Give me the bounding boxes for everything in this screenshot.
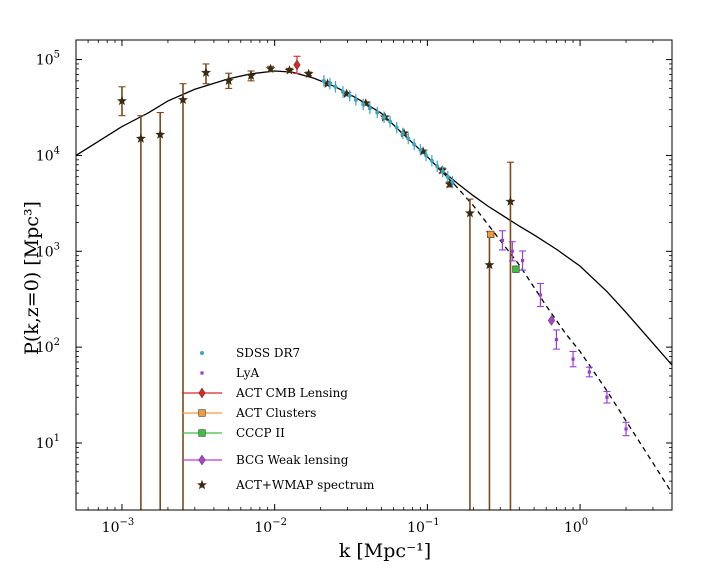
sdss-point: [382, 115, 387, 120]
x-axis-label: k [Mpc⁻¹]: [339, 540, 431, 562]
lya-point: [571, 357, 575, 361]
legend-entry-bcg: BCG Weak lensing: [182, 453, 349, 467]
legend-entry-act_clusters: ACT Clusters: [182, 406, 316, 420]
lya-point: [587, 370, 591, 374]
act_wmap-point: [246, 70, 256, 80]
sdss-point: [333, 84, 338, 89]
act_wmap-point: [117, 95, 127, 106]
act_wmap-point: [444, 179, 455, 189]
series-act_lensing: [293, 55, 301, 75]
lya-point: [605, 395, 609, 399]
legend-label: LyA: [236, 366, 260, 380]
sdss-point: [321, 78, 326, 83]
series-lya: [498, 230, 630, 437]
sdss-point: [435, 164, 440, 169]
x-tick-label: 10−1: [407, 517, 440, 536]
cccp-point: [512, 265, 520, 273]
sdss-point: [353, 97, 358, 102]
sdss-point: [445, 174, 450, 179]
sdss-point: [361, 102, 366, 107]
lya-point: [554, 337, 559, 342]
legend-marker: [198, 429, 206, 437]
act_wmap-point: [303, 68, 314, 79]
nonlinear-model-curve: [439, 168, 672, 366]
y-tick-label: 104: [36, 145, 60, 164]
legend-entry-act_wmap: ACT+WMAP spectrum: [197, 478, 375, 492]
x-tick-label: 10−2: [254, 517, 287, 536]
lya-point: [510, 249, 514, 253]
legend-entry-act_lensing: ACT CMB Lensing: [182, 386, 348, 400]
legend-marker: [200, 371, 204, 375]
sdss-point: [340, 89, 345, 94]
legend-label: ACT CMB Lensing: [235, 386, 348, 400]
act_lensing-point: [293, 59, 301, 71]
legend-label: ACT+WMAP spectrum: [235, 478, 375, 492]
sdss-point: [418, 147, 423, 152]
legend-marker: [200, 351, 204, 355]
series-bcg: [547, 314, 556, 326]
lya-point: [520, 258, 525, 263]
sdss-point: [327, 81, 332, 86]
series-act_clusters: [487, 230, 495, 239]
act_wmap-point: [223, 75, 234, 86]
act_wmap-point: [484, 259, 495, 270]
y-tick-label: 101: [36, 433, 60, 452]
act_wmap-point: [265, 63, 276, 74]
series-act_wmap: [117, 63, 516, 510]
act_wmap-point: [201, 67, 211, 77]
act_wmap-point: [178, 94, 188, 105]
sdss-point: [424, 153, 429, 158]
legend-marker: [198, 454, 206, 466]
sdss-point: [440, 169, 445, 174]
act_clusters-point: [487, 230, 495, 239]
sdss-point: [406, 136, 411, 141]
plot-area: [76, 55, 672, 510]
sdss-point: [388, 119, 393, 124]
legend-entry-sdss: SDSS DR7: [200, 346, 300, 360]
act_wmap-point: [464, 207, 475, 218]
x-tick-label: 10−3: [102, 517, 135, 536]
legend-marker: [198, 387, 206, 399]
sdss-point: [412, 142, 417, 147]
sdss-point: [450, 179, 455, 184]
sdss-point: [347, 93, 352, 98]
y-axis-label: P(k,z=0) [Mpc³]: [21, 201, 43, 355]
legend-entry-lya: LyA: [200, 366, 260, 380]
sdss-point: [375, 110, 380, 115]
y-tick-label: 105: [36, 50, 60, 69]
legend: SDSS DR7 LyA ACT CMB Lensing ACT Clusters CC…: [182, 346, 375, 492]
act_wmap-point: [155, 129, 166, 139]
act_wmap-point: [322, 78, 333, 88]
act_wmap-point: [284, 65, 295, 75]
act_wmap-point: [135, 133, 146, 143]
lya-point: [500, 238, 504, 242]
act_wmap-point: [418, 146, 428, 156]
series-cccp: [512, 265, 520, 273]
sdss-point: [367, 106, 372, 111]
plot-frame: [75, 39, 673, 511]
legend-marker: [198, 409, 206, 417]
legend-marker: [197, 479, 207, 490]
x-tick-label: 100: [564, 517, 588, 536]
lya-point: [538, 293, 543, 297]
act_wmap-point: [360, 98, 371, 108]
legend-label: CCCP II: [236, 426, 285, 440]
act_wmap-point: [341, 88, 352, 98]
act_wmap-point: [505, 196, 516, 206]
series-sdss: [321, 75, 455, 188]
legend-label: SDSS DR7: [236, 346, 300, 360]
legend-label: BCG Weak lensing: [236, 453, 349, 467]
sdss-point: [400, 131, 405, 136]
sdss-point: [394, 125, 399, 130]
linear-model-dashed-curve: [453, 183, 672, 494]
lya-point: [624, 427, 628, 431]
bcg-point: [547, 314, 556, 326]
legend-label: ACT Clusters: [235, 406, 316, 420]
sdss-point: [429, 158, 434, 163]
legend-entry-cccp: CCCP II: [182, 426, 285, 440]
